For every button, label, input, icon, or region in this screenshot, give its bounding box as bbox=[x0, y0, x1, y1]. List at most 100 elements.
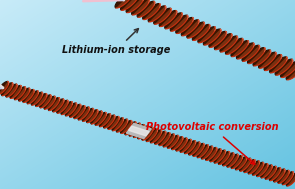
Polygon shape bbox=[278, 170, 289, 183]
Polygon shape bbox=[58, 100, 68, 113]
Polygon shape bbox=[240, 158, 251, 171]
Polygon shape bbox=[15, 87, 26, 100]
Polygon shape bbox=[32, 92, 43, 105]
Polygon shape bbox=[286, 173, 295, 186]
Polygon shape bbox=[193, 25, 210, 40]
Polygon shape bbox=[279, 170, 289, 183]
Polygon shape bbox=[35, 94, 47, 107]
Polygon shape bbox=[189, 142, 200, 155]
Polygon shape bbox=[269, 168, 281, 181]
Polygon shape bbox=[132, 0, 149, 15]
Polygon shape bbox=[23, 89, 34, 102]
Polygon shape bbox=[253, 50, 271, 66]
Polygon shape bbox=[194, 143, 204, 156]
Polygon shape bbox=[116, 119, 128, 132]
Polygon shape bbox=[125, 122, 136, 135]
Polygon shape bbox=[126, 0, 144, 13]
Polygon shape bbox=[127, 0, 144, 13]
Polygon shape bbox=[142, 127, 153, 140]
Polygon shape bbox=[211, 149, 221, 162]
Polygon shape bbox=[231, 156, 242, 169]
Polygon shape bbox=[189, 142, 200, 155]
Polygon shape bbox=[264, 54, 282, 71]
Polygon shape bbox=[258, 164, 268, 177]
Polygon shape bbox=[165, 13, 183, 29]
Polygon shape bbox=[137, 1, 155, 17]
Polygon shape bbox=[86, 110, 98, 123]
Polygon shape bbox=[210, 149, 221, 162]
Polygon shape bbox=[83, 108, 94, 121]
Polygon shape bbox=[180, 139, 191, 152]
Polygon shape bbox=[265, 166, 277, 179]
Polygon shape bbox=[260, 52, 276, 68]
Polygon shape bbox=[126, 123, 151, 139]
Polygon shape bbox=[75, 106, 85, 119]
Polygon shape bbox=[253, 162, 264, 175]
Polygon shape bbox=[286, 64, 295, 80]
Polygon shape bbox=[160, 11, 177, 27]
Polygon shape bbox=[24, 90, 34, 102]
Polygon shape bbox=[115, 0, 133, 8]
Polygon shape bbox=[160, 133, 170, 146]
Polygon shape bbox=[151, 130, 162, 143]
Polygon shape bbox=[74, 106, 85, 119]
Polygon shape bbox=[142, 4, 160, 20]
Polygon shape bbox=[221, 36, 238, 52]
Polygon shape bbox=[28, 91, 39, 104]
Polygon shape bbox=[129, 123, 140, 136]
Polygon shape bbox=[49, 98, 60, 111]
Polygon shape bbox=[167, 135, 179, 148]
Polygon shape bbox=[218, 151, 230, 164]
Polygon shape bbox=[44, 96, 55, 109]
Polygon shape bbox=[205, 147, 217, 160]
Polygon shape bbox=[104, 115, 115, 128]
Polygon shape bbox=[91, 111, 102, 124]
Polygon shape bbox=[10, 85, 22, 98]
Polygon shape bbox=[109, 116, 119, 129]
Polygon shape bbox=[244, 160, 255, 173]
Polygon shape bbox=[155, 131, 166, 144]
Polygon shape bbox=[129, 126, 149, 136]
Polygon shape bbox=[237, 43, 254, 59]
Polygon shape bbox=[166, 13, 183, 29]
Polygon shape bbox=[137, 126, 149, 139]
Polygon shape bbox=[87, 110, 98, 123]
Polygon shape bbox=[204, 29, 221, 45]
Text: Photovoltaic conversion: Photovoltaic conversion bbox=[146, 122, 279, 164]
Polygon shape bbox=[287, 173, 295, 186]
Polygon shape bbox=[275, 59, 293, 75]
Polygon shape bbox=[41, 95, 51, 108]
Polygon shape bbox=[276, 59, 293, 75]
Polygon shape bbox=[273, 169, 285, 182]
Polygon shape bbox=[248, 48, 265, 64]
Polygon shape bbox=[122, 0, 138, 10]
Polygon shape bbox=[193, 143, 204, 156]
Polygon shape bbox=[92, 111, 102, 124]
Polygon shape bbox=[53, 99, 64, 112]
Polygon shape bbox=[176, 138, 187, 151]
Polygon shape bbox=[1, 83, 13, 96]
Polygon shape bbox=[121, 0, 138, 10]
Polygon shape bbox=[138, 126, 149, 139]
Polygon shape bbox=[159, 133, 170, 146]
Polygon shape bbox=[65, 103, 77, 116]
Polygon shape bbox=[177, 138, 187, 151]
Polygon shape bbox=[245, 160, 255, 173]
Polygon shape bbox=[119, 0, 295, 77]
Polygon shape bbox=[121, 0, 295, 75]
Polygon shape bbox=[187, 22, 204, 38]
Polygon shape bbox=[36, 94, 47, 107]
Polygon shape bbox=[254, 50, 271, 66]
Polygon shape bbox=[96, 112, 106, 125]
Polygon shape bbox=[133, 125, 145, 138]
Polygon shape bbox=[202, 146, 213, 159]
Polygon shape bbox=[120, 120, 132, 133]
Polygon shape bbox=[19, 88, 30, 101]
Polygon shape bbox=[214, 34, 232, 50]
Polygon shape bbox=[27, 91, 39, 104]
Polygon shape bbox=[243, 45, 260, 61]
Polygon shape bbox=[53, 99, 64, 112]
Polygon shape bbox=[227, 154, 238, 167]
Polygon shape bbox=[164, 134, 175, 147]
Polygon shape bbox=[226, 38, 243, 54]
